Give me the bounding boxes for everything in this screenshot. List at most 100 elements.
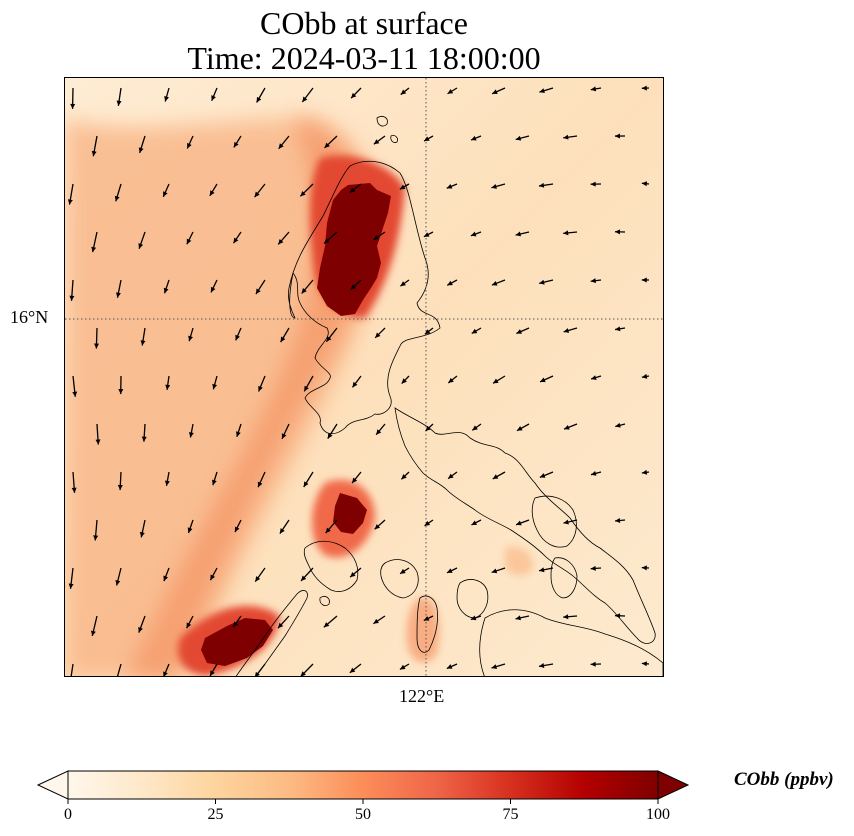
wind-arrow bbox=[590, 86, 602, 92]
map-canvas bbox=[65, 78, 663, 676]
wind-arrow bbox=[491, 567, 506, 574]
wind-arrow bbox=[115, 279, 122, 298]
wind-arrow bbox=[563, 519, 578, 525]
wind-arrow bbox=[641, 565, 650, 571]
wind-arrow bbox=[590, 375, 602, 380]
wind-arrow bbox=[515, 135, 530, 141]
wind-arrow bbox=[350, 87, 362, 99]
wind-arrow bbox=[68, 567, 74, 589]
plume-east-minor bbox=[505, 546, 534, 576]
wind-arrow bbox=[255, 279, 266, 295]
wind-arrow bbox=[563, 423, 578, 430]
wind-arrow bbox=[373, 615, 386, 625]
wind-arrow bbox=[299, 183, 314, 197]
coastline-islet-1 bbox=[376, 116, 388, 127]
wind-arrow bbox=[186, 231, 194, 245]
wind-arrow bbox=[374, 327, 386, 339]
map-time-subtitle: Time: 2024-03-11 18:00:00 bbox=[187, 40, 541, 76]
wind-arrow bbox=[256, 87, 266, 103]
wind-arrow bbox=[446, 279, 458, 286]
wind-arrow bbox=[91, 231, 98, 253]
wind-arrow bbox=[209, 183, 218, 197]
wind-arrow bbox=[374, 519, 386, 530]
coastline-negros bbox=[416, 595, 438, 653]
wind-arrow bbox=[90, 615, 98, 637]
wind-arrow bbox=[93, 519, 99, 541]
wind-arrow bbox=[209, 567, 218, 581]
wind-arrow bbox=[254, 183, 266, 198]
wind-arrow bbox=[233, 135, 242, 148]
wind-arrow bbox=[400, 279, 410, 287]
colorbar bbox=[36, 770, 690, 804]
wind-arrow bbox=[516, 327, 530, 335]
colorbar-tick-0: 0 bbox=[64, 806, 72, 823]
wind-arrow bbox=[515, 519, 530, 526]
colorbar-extend-high bbox=[657, 770, 690, 800]
wind-arrow bbox=[447, 375, 458, 384]
colorbar-tick-marks bbox=[67, 799, 659, 804]
wind-arrow bbox=[138, 615, 146, 633]
wind-arrow bbox=[186, 615, 194, 629]
wind-arrow bbox=[641, 469, 650, 475]
colorbar-label: CObb (ppbv) bbox=[734, 769, 834, 790]
lat-tick-label: 16°N bbox=[10, 307, 49, 327]
wind-arrow bbox=[516, 423, 530, 432]
colorbar-tick-50: 50 bbox=[355, 806, 371, 823]
wind-arrow bbox=[141, 423, 147, 442]
wind-arrow bbox=[211, 87, 218, 101]
colorbar-tick-75: 75 bbox=[502, 806, 519, 823]
wind-arrow bbox=[471, 423, 482, 431]
wind-arrow bbox=[114, 183, 122, 202]
wind-arrow bbox=[257, 471, 266, 488]
wind-arrow bbox=[614, 229, 626, 235]
coastlines bbox=[235, 116, 663, 676]
wind-arrow bbox=[303, 471, 314, 488]
wind-arrow bbox=[139, 519, 146, 538]
wind-arrow bbox=[140, 327, 146, 346]
wind-arrow bbox=[235, 327, 242, 341]
wind-arrow bbox=[590, 470, 602, 476]
wind-arrow bbox=[232, 231, 242, 244]
wind-arrow bbox=[423, 135, 434, 142]
wind-arrow bbox=[325, 327, 338, 343]
wind-arrow bbox=[209, 663, 218, 676]
coastline-mindanao bbox=[479, 609, 663, 676]
coastline-palawan bbox=[235, 590, 308, 676]
wind-arrow bbox=[447, 471, 458, 480]
wind-arrow bbox=[211, 471, 218, 486]
wind-arrow bbox=[95, 423, 101, 445]
wind-arrow bbox=[300, 663, 314, 676]
wind-arrow bbox=[563, 230, 578, 236]
wind-arrow bbox=[539, 471, 554, 478]
wind-arrow bbox=[323, 615, 338, 628]
wind-arrow bbox=[447, 87, 458, 95]
wind-arrow bbox=[234, 519, 242, 533]
wind-arrow bbox=[212, 375, 218, 390]
wind-arrow bbox=[187, 519, 194, 534]
wind-arrow bbox=[470, 135, 482, 141]
wind-arrow bbox=[351, 471, 362, 484]
wind-arrow bbox=[471, 519, 482, 526]
wind-arrow bbox=[424, 327, 434, 335]
wind-arrow bbox=[375, 423, 386, 436]
wind-arrow bbox=[446, 663, 458, 670]
wind-arrow bbox=[563, 134, 578, 140]
coastline-islet-2 bbox=[390, 135, 398, 143]
wind-arrow bbox=[614, 613, 626, 619]
wind-arrow bbox=[138, 135, 146, 154]
wind-arrow bbox=[614, 133, 626, 139]
plume-central-max bbox=[333, 493, 367, 534]
wind-arrow bbox=[539, 87, 554, 94]
wind-arrow bbox=[641, 85, 650, 91]
plume-west-band bbox=[65, 118, 382, 676]
wind-arrow bbox=[115, 567, 122, 586]
wind-arrow bbox=[424, 519, 434, 527]
colorbar-tick-100: 100 bbox=[646, 806, 670, 823]
wind-arrow bbox=[641, 373, 650, 379]
wind-arrow bbox=[162, 183, 170, 198]
map-panel bbox=[64, 77, 664, 677]
wind-arrow bbox=[399, 567, 410, 575]
wind-arrow bbox=[590, 565, 602, 571]
wind-arrow bbox=[538, 663, 554, 668]
wind-arrow bbox=[373, 135, 386, 145]
